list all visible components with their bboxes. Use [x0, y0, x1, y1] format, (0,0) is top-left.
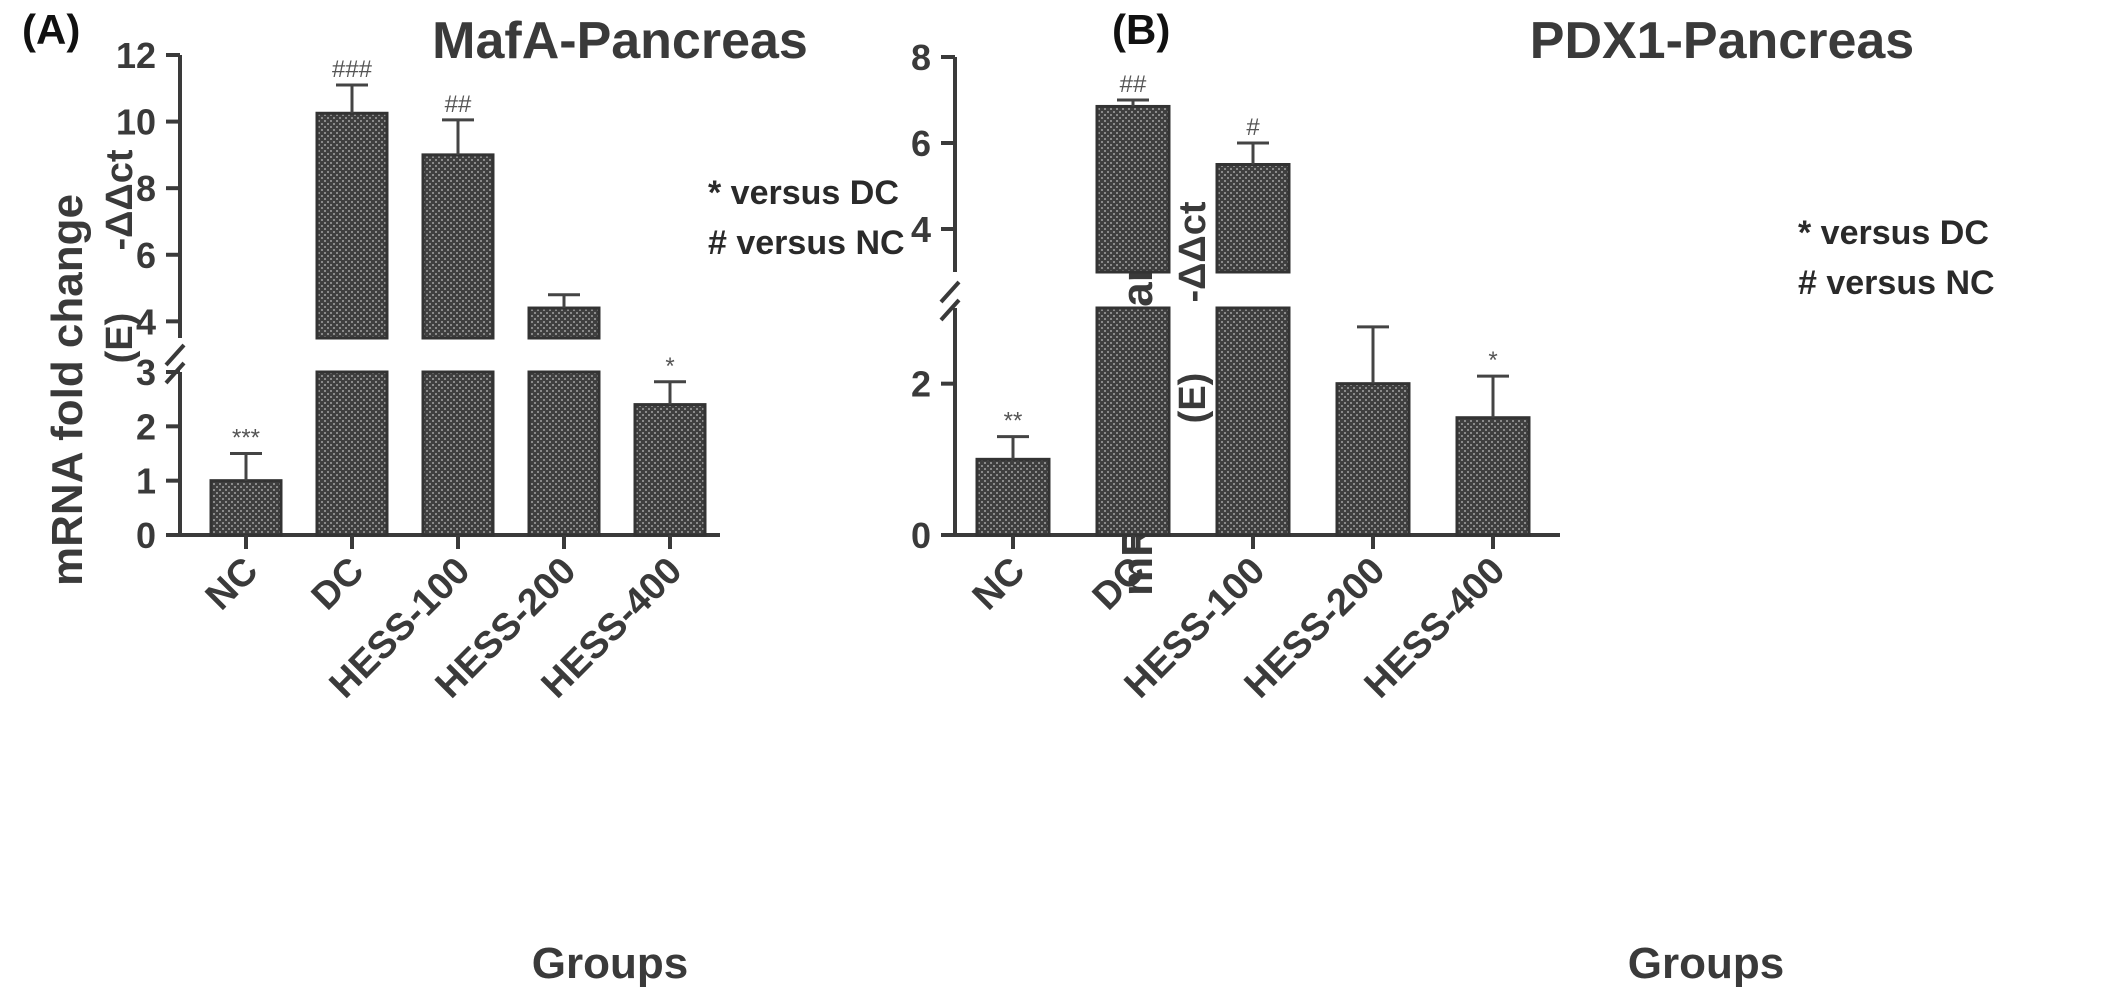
panel-b-xlabel: Groups	[1628, 939, 1784, 988]
panel-a-y-tick-label: 0	[136, 515, 156, 556]
panel-b-y-tick-label: 2	[911, 364, 931, 405]
panel-a-y-tick-label: 8	[136, 168, 156, 209]
panel-a-y-tick-label: 3	[136, 352, 156, 393]
panel-a-y-tick-label: 10	[116, 102, 156, 143]
panel-a-ylabel-sup: -ΔΔct	[99, 149, 141, 250]
panel-a-significance-label: *	[665, 353, 674, 380]
panel-b-significance-label: **	[1004, 408, 1023, 435]
panel-b-y-tick-label: 6	[911, 123, 931, 164]
panel-b-y-tick-label: 0	[911, 515, 931, 556]
panel-b-bar	[1215, 306, 1291, 537]
panel-b-category-label: NC	[965, 550, 1034, 619]
panel-a-category-label: DC	[304, 550, 373, 619]
panel-a-bar	[315, 111, 389, 340]
panel-a-y-tick-label: 6	[136, 235, 156, 276]
panel-a-title: MafA-Pancreas	[432, 12, 808, 70]
panel-a-bar	[527, 306, 601, 340]
panel-a-legend-line-2: # versus NC	[708, 224, 905, 262]
panel-b-axis-break-mark	[939, 280, 961, 304]
panel-b-bar	[1095, 306, 1171, 537]
panel-a-bar	[421, 153, 495, 340]
panel-a-bar	[527, 370, 601, 537]
panel-a-significance-label: ###	[332, 56, 373, 83]
panel-b-bar	[1215, 163, 1291, 274]
panel-a-legend-line-1: * versus DC	[708, 174, 899, 212]
panel-a-y-tick-label: 12	[116, 35, 156, 76]
panel-b-bar	[1095, 104, 1171, 274]
panel-a-category-label: NC	[198, 550, 267, 619]
panel-b-bar	[975, 457, 1051, 537]
panel-a-ylabel-sub: (E)	[99, 313, 141, 364]
panel-a-bar	[421, 370, 495, 537]
panel-a-bar	[209, 479, 283, 537]
panel-a-significance-label: ***	[232, 425, 260, 452]
panel-b-ylabel-sub: (E)	[1172, 373, 1214, 424]
panel-b-legend-line-2: # versus NC	[1798, 264, 1995, 302]
panel-a-significance-label: ##	[445, 91, 472, 118]
panel-a-bar	[315, 370, 389, 537]
panel-b-title: PDX1-Pancreas	[1530, 12, 1914, 70]
panel-a-bar	[633, 403, 707, 537]
panel-a-y-tick-label: 4	[136, 301, 156, 342]
panel-a-xlabel: Groups	[532, 939, 688, 988]
panel-b-bar	[1335, 382, 1411, 537]
panel-b-axis-break-mark	[939, 298, 961, 322]
panel-a-plot: 01234681012***NC###DC##HESS-100HESS-200*…	[116, 35, 720, 706]
panel-a-y-tick-label: 1	[136, 461, 156, 502]
panel-a-y-tick-label: 2	[136, 406, 156, 447]
panel-a-axis-break-mark	[164, 343, 186, 367]
panel-b-ylabel-sup: -ΔΔct	[1172, 201, 1214, 302]
panel-a-letter: (A)	[22, 6, 80, 53]
panel-b-bar	[1455, 416, 1531, 537]
panel-b-y-tick-label: 8	[911, 37, 931, 78]
panel-a-ylabel: mRNA fold change	[43, 194, 92, 586]
panel-b-significance-label: #	[1246, 114, 1260, 141]
panel-b-significance-label: ##	[1120, 71, 1147, 98]
panel-b-y-tick-label: 4	[911, 209, 931, 250]
panel-b-significance-label: *	[1488, 347, 1497, 374]
panel-b-letter: (B)	[1112, 6, 1170, 53]
panel-b-legend-line-1: * versus DC	[1798, 214, 1989, 252]
